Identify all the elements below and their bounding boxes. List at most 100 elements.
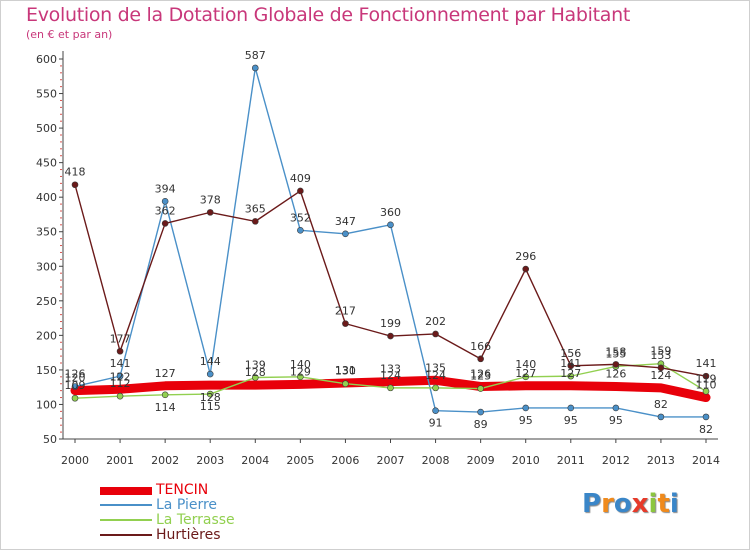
logo-letter: t: [657, 489, 670, 519]
data-label-tencin: 127: [560, 367, 581, 380]
data-label-la-pierre: 91: [429, 417, 443, 430]
proxiti-logo: Proxiti: [582, 489, 679, 519]
data-point-hurti-res: [206, 209, 214, 216]
data-label-la-terrasse: 115: [200, 400, 221, 413]
x-tick-label: 2008: [422, 454, 450, 467]
data-point-hurti-res: [702, 372, 710, 380]
data-point-la-terrasse: [702, 388, 710, 395]
x-tick-label: 2005: [286, 454, 314, 467]
data-point-la-pierre: [342, 230, 349, 238]
data-label-tencin: 129: [290, 365, 311, 378]
data-label-tencin: 128: [200, 391, 221, 404]
data-point-la-pierre: [251, 64, 259, 72]
data-label-tencin: 110: [696, 379, 717, 392]
data-point-hurti-res: [71, 181, 79, 189]
data-label-la-pierre: 394: [155, 182, 176, 195]
data-point-la-pierre: [702, 413, 710, 421]
data-label-tencin: 126: [605, 367, 626, 380]
data-point-tencin: [702, 393, 710, 402]
data-label-hurti-res: 365: [245, 202, 266, 215]
data-label-la-terrasse: 114: [155, 401, 176, 414]
data-point-la-pierre: [387, 221, 394, 229]
data-label-hurti-res: 156: [560, 347, 581, 360]
data-point-la-terrasse: [342, 380, 349, 388]
data-point-hurti-res: [342, 320, 349, 327]
data-label-hurti-res: 153: [650, 349, 671, 362]
y-tick-label: 50: [43, 433, 57, 446]
series-layer: [70, 64, 711, 421]
x-tick-label: 2003: [196, 454, 224, 467]
chart-axes: 50 100 150 200 250 300 350 400 450 500 550 600 2000 2…: [36, 51, 720, 467]
legend-swatch-la-pierre: [100, 504, 152, 506]
data-label-hurti-res: 177: [110, 332, 131, 345]
data-label-la-pierre: 95: [609, 414, 623, 427]
data-label-la-terrasse: 124: [425, 369, 446, 382]
data-point-hurti-res: [116, 347, 124, 355]
y-tick-label: 450: [36, 157, 57, 170]
legend-swatch-la-terrasse: [100, 519, 152, 521]
data-point-tencin: [431, 376, 440, 385]
data-label-la-pierre: 352: [290, 211, 311, 224]
data-point-la-pierre: [297, 227, 304, 234]
data-label-hurti-res: 217: [335, 305, 356, 318]
logo-letter: r: [601, 489, 614, 519]
logo-letter: i: [669, 489, 679, 519]
data-point-tencin: [521, 381, 530, 390]
legend-swatch-tencin: [100, 487, 152, 495]
data-point-la-pierre: [161, 198, 169, 205]
data-label-la-terrasse: 119: [696, 372, 717, 385]
data-label-tencin: 133: [380, 363, 401, 376]
data-point-la-terrasse: [432, 384, 439, 392]
data-point-tencin: [566, 381, 575, 390]
data-point-la-pierre: [612, 404, 620, 412]
data-label-tencin: 131: [335, 364, 356, 377]
data-point-tencin: [116, 385, 125, 394]
data-point-hurti-res: [522, 265, 530, 273]
data-label-la-pierre: 82: [699, 423, 713, 436]
data-point-la-pierre: [477, 408, 484, 416]
data-point-la-terrasse: [297, 373, 304, 381]
data-label-tencin: 135: [425, 361, 446, 374]
data-label-la-terrasse: 139: [245, 359, 266, 372]
data-label-la-terrasse: 124: [380, 369, 401, 382]
data-label-la-pierre: 95: [519, 414, 533, 427]
data-label-la-pierre: 144: [200, 355, 221, 368]
data-point-la-pierre: [567, 404, 575, 412]
y-tick-label: 150: [36, 364, 57, 377]
data-point-hurti-res: [297, 187, 304, 195]
data-point-la-terrasse: [206, 390, 214, 398]
data-point-tencin: [656, 383, 665, 392]
data-label-tencin: 127: [515, 367, 536, 380]
data-point-la-terrasse: [477, 385, 484, 392]
data-label-tencin: 120: [65, 372, 86, 385]
data-label-la-pierre: 126: [65, 367, 86, 380]
data-point-la-pierre: [206, 370, 214, 378]
logo-letter: P: [582, 489, 602, 519]
x-tick-label: 2007: [377, 454, 405, 467]
y-tick-label: 250: [36, 295, 57, 308]
data-point-la-terrasse: [116, 392, 124, 400]
data-label-la-terrasse: 112: [110, 377, 131, 390]
data-point-la-pierre: [116, 372, 124, 380]
data-point-la-terrasse: [387, 384, 394, 392]
chart-subtitle: (en € et par an): [26, 28, 113, 41]
data-label-la-terrasse: 155: [605, 347, 626, 360]
logo-letter: x: [631, 489, 649, 519]
data-point-hurti-res: [387, 332, 394, 340]
data-label-hurti-res: 296: [515, 250, 536, 263]
y-tick-label: 200: [36, 329, 57, 342]
data-label-la-pierre: 95: [564, 414, 578, 427]
legend-label-hurtieres: Hurtières: [156, 527, 221, 543]
legend-label-tencin: TENCIN: [156, 482, 209, 498]
data-point-la-terrasse: [161, 391, 169, 399]
x-tick-label: 2000: [61, 454, 89, 467]
data-point-hurti-res: [567, 362, 575, 370]
data-point-la-terrasse: [251, 374, 259, 381]
data-label-la-terrasse: 130: [335, 365, 356, 378]
x-tick-label: 2006: [331, 454, 359, 467]
data-label-la-pierre: 587: [245, 49, 266, 62]
data-point-la-pierre: [657, 413, 665, 421]
data-label-hurti-res: 409: [290, 172, 311, 185]
data-point-hurti-res: [657, 364, 665, 372]
